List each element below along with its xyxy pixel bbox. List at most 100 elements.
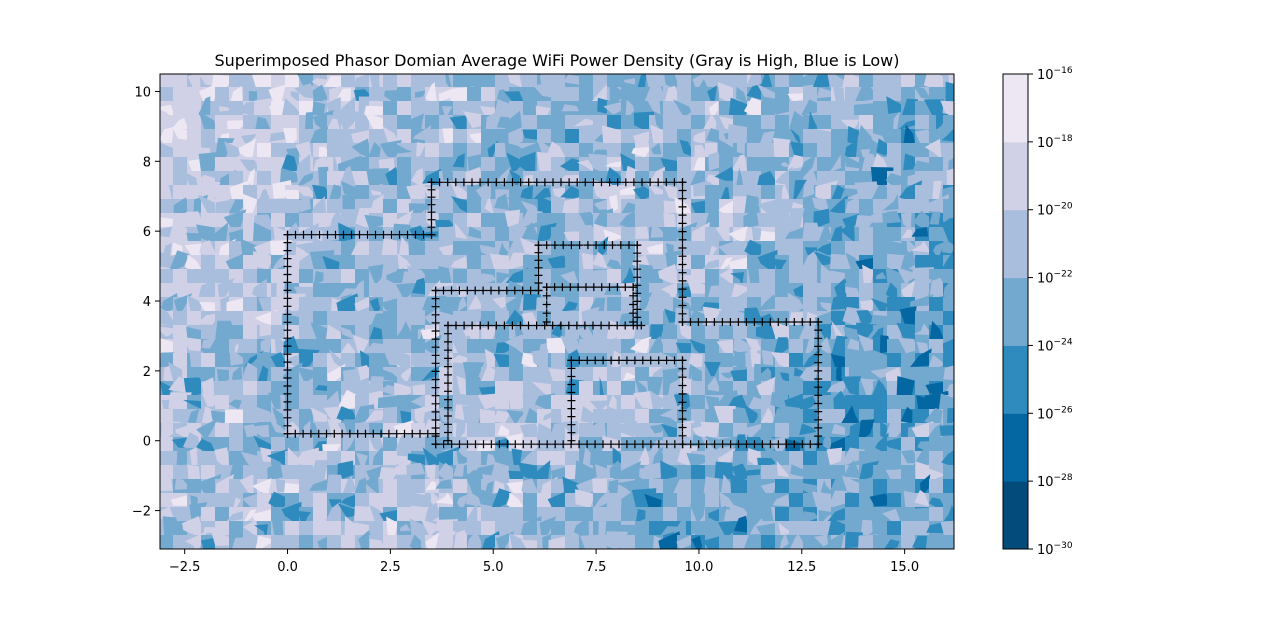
wall-marker	[686, 318, 695, 326]
wall-marker	[591, 356, 600, 365]
x-tick-label: 7.5	[586, 560, 607, 575]
wall-marker	[459, 178, 468, 187]
wall-marker	[662, 178, 671, 187]
wall-marker	[283, 270, 292, 279]
wall-marker	[678, 268, 687, 277]
wall-marker	[431, 367, 440, 376]
wall-marker	[678, 398, 687, 407]
wall-marker	[540, 178, 549, 187]
y-tick-label: 4	[143, 295, 151, 310]
wall-marker	[567, 364, 576, 373]
wall-marker	[814, 342, 823, 351]
wall-marker	[678, 252, 687, 261]
wall-marker	[814, 440, 823, 449]
wall-marker	[542, 241, 551, 250]
wall-marker	[444, 354, 452, 363]
wall-marker	[395, 230, 404, 239]
wall-marker	[575, 440, 584, 449]
wall-marker	[431, 375, 440, 384]
wall-marker	[678, 364, 687, 373]
wall-marker	[355, 230, 364, 239]
colorbar-tick-label: 10−18	[1037, 134, 1073, 151]
wall-marker	[283, 366, 292, 374]
wall-marker	[678, 301, 687, 310]
wall-marker	[431, 432, 440, 441]
wall-marker	[607, 356, 616, 365]
colorbar-band	[1003, 209, 1028, 279]
x-tick-label: 5.0	[483, 560, 504, 575]
wall-marker	[511, 440, 520, 449]
wall-marker	[527, 440, 536, 449]
y-tick-label: 2	[143, 365, 151, 380]
wall-marker	[519, 440, 528, 449]
wall-marker	[535, 440, 544, 449]
wall-marker	[283, 413, 292, 422]
wall-marker	[444, 387, 452, 396]
colorbar-band	[1003, 413, 1028, 482]
colorbar-tick-label: 10−30	[1037, 541, 1073, 558]
x-tick-label: 10.0	[684, 560, 713, 575]
wall-marker	[734, 318, 743, 326]
wall-marker	[678, 178, 687, 187]
wall-marker	[726, 440, 735, 449]
wall-marker	[790, 318, 799, 326]
wall-marker	[646, 178, 655, 187]
wall-marker	[427, 230, 436, 239]
wall-marker	[678, 381, 687, 390]
wall-marker	[431, 294, 440, 303]
wall-marker	[315, 230, 324, 239]
wall-marker	[597, 283, 606, 292]
wall-marker	[516, 321, 525, 330]
wall-marker	[468, 321, 477, 330]
wall-marker	[291, 230, 300, 239]
wall-marker	[629, 318, 638, 326]
wall-marker	[447, 440, 456, 449]
wall-marker	[283, 254, 292, 263]
wall-marker	[573, 178, 582, 187]
wall-marker	[613, 321, 622, 330]
wall-marker	[479, 286, 488, 295]
wall-marker	[638, 178, 646, 187]
wall-marker	[283, 302, 292, 311]
colorbar: 10−30 10−28 10−26 10−24 10−22 10−20 10−18 10−16	[1002, 66, 1073, 558]
wall-marker	[806, 318, 815, 326]
wall-marker	[518, 286, 527, 295]
wall-marker	[633, 313, 642, 322]
wall-marker	[629, 309, 638, 318]
wall-marker	[548, 321, 557, 330]
colorbar-band	[1003, 74, 1028, 143]
wall-marker	[678, 318, 687, 326]
wall-marker	[629, 300, 638, 309]
wall-marker	[621, 178, 630, 187]
wall-marker	[678, 415, 687, 424]
y-tick-label: 10	[134, 85, 151, 100]
wall-marker	[621, 321, 630, 330]
wall-marker	[814, 423, 823, 432]
wall-marker	[670, 440, 679, 449]
wall-marker	[403, 230, 412, 239]
wall-marker	[447, 286, 456, 295]
wall-marker	[283, 350, 292, 359]
wall-marker	[526, 286, 535, 295]
wall-marker	[633, 297, 642, 306]
wall-marker	[353, 429, 362, 438]
colorbar-tick-label: 10−28	[1037, 473, 1073, 490]
wall-marker	[323, 230, 332, 239]
wall-marker	[633, 321, 642, 330]
wall-marker	[444, 337, 452, 346]
wall-marker	[597, 321, 606, 330]
wall-marker	[702, 440, 711, 449]
wall-marker	[814, 391, 823, 400]
wall-marker	[615, 356, 623, 365]
wall-marker	[444, 412, 452, 420]
wall-marker	[532, 321, 541, 330]
wall-marker	[503, 440, 512, 449]
wall-marker	[678, 285, 687, 294]
wall-marker	[471, 440, 480, 449]
wall-marker	[633, 273, 642, 282]
wall-marker	[431, 407, 440, 416]
wall-marker	[347, 230, 356, 239]
wall-marker	[616, 241, 625, 250]
wall-marker	[550, 283, 559, 292]
